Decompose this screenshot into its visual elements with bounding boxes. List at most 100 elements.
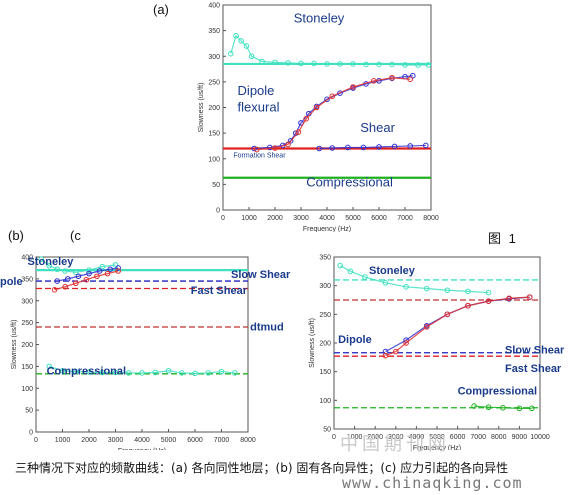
annotation: Stoneley xyxy=(28,256,75,268)
data-point xyxy=(205,370,212,376)
x-tick-label: 0 xyxy=(221,215,225,222)
data-point xyxy=(139,370,145,376)
data-point xyxy=(324,96,330,103)
data-point xyxy=(192,370,198,377)
data-point xyxy=(444,287,451,294)
series-line xyxy=(54,270,119,291)
chart-c: 0 1000 2000 3000 4000 5000 6000 7000 8000 9000 100… xyxy=(309,255,565,451)
data-point xyxy=(86,267,92,273)
data-point xyxy=(516,405,523,412)
plot-frame xyxy=(333,256,541,430)
x-tick-label: 9000 xyxy=(512,434,528,441)
x-tick-label: 6000 xyxy=(187,437,203,444)
x-axis-label: Frequency (Hz) xyxy=(303,226,351,232)
data-point xyxy=(99,263,106,270)
series-line xyxy=(256,77,411,151)
x-tick-label: 5000 xyxy=(345,215,361,222)
y-tick-label: 200 xyxy=(21,342,33,349)
y-tick-label: 300 xyxy=(21,298,33,305)
x-tick-label: 6000 xyxy=(371,215,387,222)
y-tick-label: 200 xyxy=(319,341,331,348)
x-tick-label: 4000 xyxy=(319,215,335,222)
data-point xyxy=(425,62,432,68)
x-tick-label: 1000 xyxy=(55,437,71,444)
data-point xyxy=(295,129,302,135)
series-line xyxy=(254,75,413,150)
y-tick-label: 100 xyxy=(319,398,331,405)
data-point xyxy=(410,72,416,79)
data-point xyxy=(83,276,90,283)
x-tick-label: 8000 xyxy=(240,437,256,444)
panel-c-label: (c xyxy=(70,228,81,243)
data-point xyxy=(272,59,278,66)
y-tick-label: 300 xyxy=(319,283,331,290)
y-tick-label: 250 xyxy=(21,320,33,327)
panel-a-label: (a) xyxy=(153,2,169,17)
data-point xyxy=(311,60,317,67)
data-point xyxy=(62,268,68,274)
data-point xyxy=(152,369,159,376)
data-point xyxy=(115,265,121,271)
data-point xyxy=(329,145,335,151)
x-tick-label: 7000 xyxy=(214,437,230,444)
y-tick-label: 100 xyxy=(208,156,220,163)
x-tick-label: 2000 xyxy=(81,437,97,444)
data-point xyxy=(402,62,408,68)
x-tick-label: 4000 xyxy=(409,434,425,441)
data-point xyxy=(46,262,53,269)
annotation: Fast Shear xyxy=(191,285,248,297)
data-point xyxy=(506,295,512,302)
data-point xyxy=(59,367,66,374)
data-point xyxy=(393,348,399,355)
annotation: flexural xyxy=(238,100,280,115)
annotation: Dipole xyxy=(338,334,372,346)
plot-frame xyxy=(35,256,249,433)
data-point xyxy=(324,61,330,67)
data-point xyxy=(316,145,322,152)
data-point xyxy=(382,352,389,359)
data-point xyxy=(444,311,451,318)
y-axis-label: Slowness (us/ft) xyxy=(11,320,18,370)
data-point xyxy=(54,278,61,284)
data-point xyxy=(72,269,79,276)
data-point xyxy=(485,289,492,296)
data-point xyxy=(465,302,471,309)
series-line xyxy=(339,265,489,294)
y-tick-label: 100 xyxy=(21,386,33,393)
x-tick-label: 0 xyxy=(34,437,38,444)
data-point xyxy=(248,53,255,60)
y-axis-label: Slowness (us/ft) xyxy=(309,318,316,368)
y-tick-label: 50 xyxy=(212,182,220,189)
chart-b: 0 1000 2000 3000 4000 5000 6000 7000 8000 0 50 100 1… xyxy=(0,255,291,451)
data-point xyxy=(347,268,354,275)
figure-label: 图 1 xyxy=(488,231,518,246)
annotation: Fast Shear xyxy=(505,363,562,375)
data-point xyxy=(254,146,260,153)
data-point xyxy=(329,93,335,100)
data-point xyxy=(107,266,113,273)
data-point xyxy=(86,270,92,277)
data-point xyxy=(363,61,369,68)
x-tick-label: 0 xyxy=(332,434,336,441)
y-tick-label: 0 xyxy=(29,430,33,437)
data-point xyxy=(371,78,377,84)
data-point xyxy=(407,143,413,149)
data-point xyxy=(178,370,185,376)
data-point xyxy=(423,285,430,292)
x-tick-label: 3000 xyxy=(108,437,124,444)
data-point xyxy=(51,287,58,293)
data-point xyxy=(65,276,71,282)
data-point xyxy=(228,50,234,57)
x-tick-label: 7000 xyxy=(397,215,413,222)
data-point xyxy=(72,280,79,287)
watermark: 中国期刊网 xyxy=(340,434,450,455)
data-point xyxy=(285,60,291,66)
data-point xyxy=(298,60,304,67)
data-point xyxy=(389,74,395,81)
data-point xyxy=(72,368,79,375)
site-watermark: www.chinaqking.com xyxy=(342,474,523,492)
data-point xyxy=(485,404,492,411)
series-line xyxy=(385,296,530,357)
data-point xyxy=(337,262,343,269)
x-tick-label: 1000 xyxy=(241,215,257,222)
